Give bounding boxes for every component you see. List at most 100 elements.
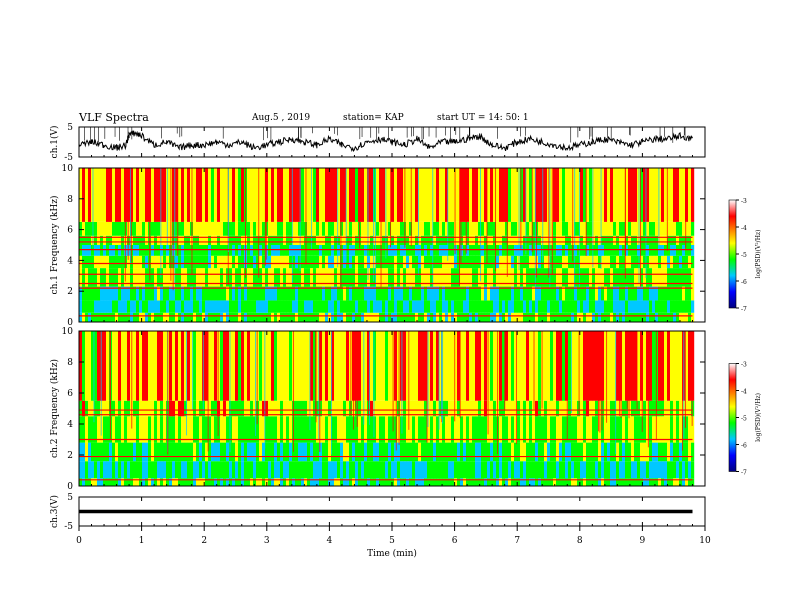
- spectrum-cell: [265, 461, 269, 479]
- spectrum-cell: [202, 255, 206, 269]
- spectrum-cell: [529, 300, 533, 313]
- spectrum-cell: [307, 168, 311, 222]
- spectrum-cell: [316, 245, 320, 256]
- spectrum-cell: [490, 331, 494, 401]
- spectrum-cell: [409, 331, 413, 401]
- spectrum-cell: [508, 255, 512, 269]
- spectrum-cell: [250, 268, 254, 287]
- spectrum-cell: [268, 255, 272, 269]
- spectrum-cell: [286, 168, 290, 222]
- spectrum-cell: [226, 300, 230, 313]
- spectrum-cell: [391, 312, 395, 322]
- spectrum-cell: [649, 286, 653, 301]
- spectrum-cell: [487, 268, 491, 287]
- spectrum-cell: [301, 478, 305, 486]
- spectrum-cell: [454, 268, 458, 287]
- spectrum-cell: [298, 331, 302, 401]
- spectrum-cell: [634, 221, 638, 236]
- spectrum-cell: [658, 416, 662, 443]
- spectrum-cell: [469, 268, 473, 287]
- spectrum-cell: [181, 255, 185, 269]
- spectrum-cell: [88, 245, 92, 256]
- spectrum-cell: [379, 400, 383, 417]
- spectrum-cell: [250, 312, 254, 322]
- spectrum-cell: [400, 312, 404, 322]
- spectrum-cell: [625, 168, 629, 222]
- spectrum-cell: [544, 268, 548, 287]
- spectrum-cell: [472, 168, 476, 222]
- spectrum-cell: [523, 461, 527, 479]
- spectrum-cell: [382, 478, 386, 486]
- spectrum-cell: [337, 442, 341, 462]
- spectrum-cell: [430, 245, 434, 256]
- spectrum-cell: [676, 245, 680, 256]
- spectrum-cell: [298, 255, 302, 269]
- spectrum-cell: [187, 312, 191, 322]
- spectrum-cell: [121, 478, 125, 486]
- spectrum-cell: [196, 461, 200, 479]
- spectrum-cell: [433, 442, 437, 462]
- spectrum-cell: [325, 312, 329, 322]
- spectrum-cell: [562, 255, 566, 269]
- spectrum-cell: [139, 286, 143, 301]
- spectrum-cell: [91, 442, 95, 462]
- spectrum-cell: [619, 416, 623, 443]
- spectrum-cell: [439, 245, 443, 256]
- spectrum-cell: [193, 221, 197, 236]
- spectrum-cell: [394, 268, 398, 287]
- spectrum-cell: [640, 478, 644, 486]
- spectrum-cell: [154, 286, 158, 301]
- spectrum-cell: [331, 478, 335, 486]
- spectrum-cell: [607, 255, 611, 269]
- spectrum-cell: [88, 286, 92, 301]
- spectrum-cell: [451, 221, 455, 236]
- spectrum-cell: [385, 245, 389, 256]
- spectrum-cell: [79, 442, 83, 462]
- spectrum-cell: [496, 268, 500, 287]
- spectrum-cell: [187, 400, 191, 417]
- spectrum-cell: [271, 268, 275, 287]
- spectrum-cell: [178, 235, 182, 245]
- spectrum-cell: [631, 416, 635, 443]
- spectrum-cell: [688, 286, 692, 301]
- spectrum-cell: [277, 300, 281, 313]
- spectrum-cell: [109, 168, 113, 222]
- spectrum-cell: [181, 268, 185, 287]
- spectrum-cell: [262, 221, 266, 236]
- spectrum-cell: [334, 245, 338, 256]
- spectrum-cell: [373, 312, 377, 322]
- spectrum-cell: [166, 286, 170, 301]
- spectrum-cell: [127, 400, 131, 417]
- spectrum-cell: [310, 245, 314, 256]
- spectrum-cell: [268, 245, 272, 256]
- spectrum-cell: [82, 235, 86, 245]
- spectrum-cell: [271, 168, 275, 222]
- spectrum-cell: [88, 268, 92, 287]
- spectrum-cell: [295, 245, 299, 256]
- spectrum-cell: [268, 461, 272, 479]
- spectrum-cell: [679, 331, 683, 401]
- spectrum-cell: [643, 312, 647, 322]
- spectrum-cell: [349, 416, 353, 443]
- spectrum-cell: [565, 235, 569, 245]
- spectrum-cell: [259, 478, 263, 486]
- spectrum-cell: [193, 255, 197, 269]
- spectrum-cell: [361, 286, 365, 301]
- spectrum-cell: [214, 478, 218, 486]
- spectrum-cell: [232, 221, 236, 236]
- spectrum-cell: [448, 268, 452, 287]
- spectrum-cell: [304, 416, 308, 443]
- spectrum-cell: [268, 478, 272, 486]
- spectrum-cell: [664, 478, 668, 486]
- spectrum-cell: [607, 400, 611, 417]
- spectrum-cell: [409, 478, 413, 486]
- spectrum-cell: [634, 245, 638, 256]
- spectrum-cell: [256, 442, 260, 462]
- spectrum-cell: [214, 331, 218, 401]
- spectrum-cell: [565, 461, 569, 479]
- spectrum-cell: [163, 400, 167, 417]
- spectrum-cell: [469, 416, 473, 443]
- spectrum-cell: [484, 255, 488, 269]
- spectrum-cell: [553, 255, 557, 269]
- spectrum-cell: [397, 255, 401, 269]
